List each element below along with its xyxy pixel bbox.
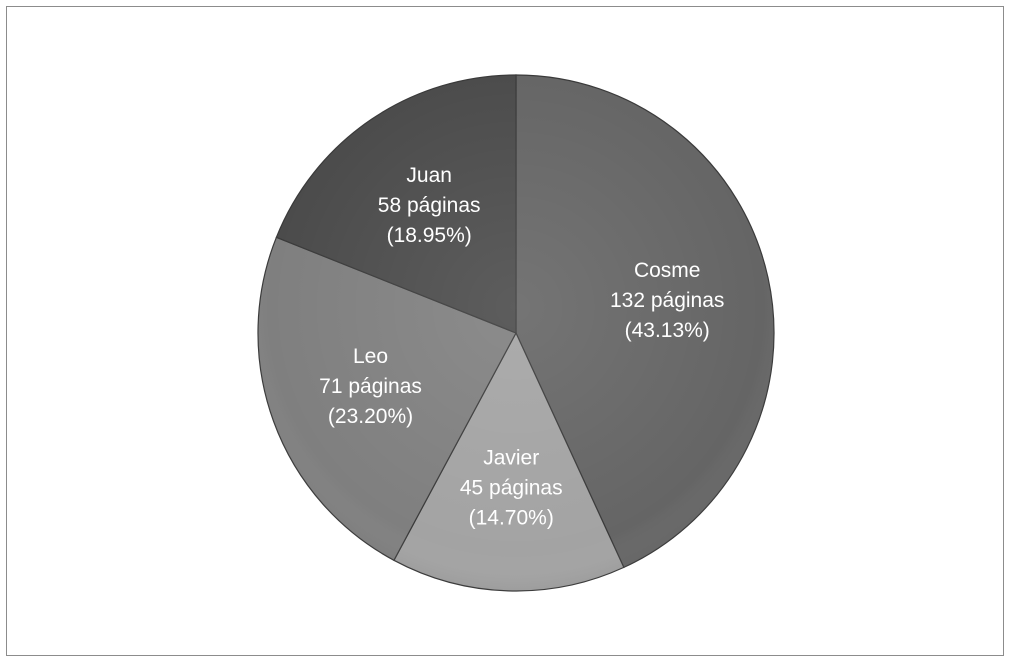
slice-label-javier: Javier 45 páginas (14.70%) — [460, 447, 563, 530]
slice-percent: (43.13%) — [625, 319, 710, 342]
slice-value: 132 páginas — [610, 289, 724, 312]
slice-name: Cosme — [634, 259, 701, 282]
pie-shading — [258, 75, 774, 591]
slice-label-leo: Leo 71 páginas (23.20%) — [319, 345, 422, 428]
slice-percent: (14.70%) — [469, 507, 554, 530]
slice-value: 58 páginas — [378, 194, 481, 217]
slice-name: Juan — [406, 164, 452, 187]
slice-label-juan: Juan 58 páginas (18.95%) — [378, 164, 481, 247]
slice-value: 71 páginas — [319, 375, 422, 398]
slice-name: Javier — [483, 447, 539, 470]
slice-value: 45 páginas — [460, 477, 563, 500]
slice-name: Leo — [353, 345, 388, 368]
slice-percent: (18.95%) — [387, 224, 472, 247]
slice-percent: (23.20%) — [328, 405, 413, 428]
slice-label-cosme: Cosme 132 páginas (43.13%) — [610, 259, 724, 342]
